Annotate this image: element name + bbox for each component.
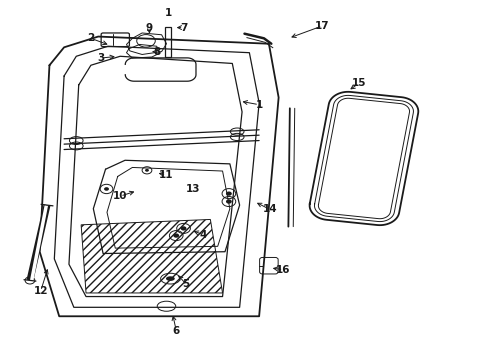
Text: 2: 2: [87, 33, 94, 43]
Text: 6: 6: [172, 325, 180, 336]
Text: 15: 15: [351, 78, 366, 88]
Circle shape: [225, 192, 231, 196]
Text: 13: 13: [185, 184, 200, 194]
Ellipse shape: [165, 276, 174, 281]
Circle shape: [145, 169, 149, 172]
Circle shape: [225, 199, 231, 204]
Text: 10: 10: [113, 191, 127, 201]
Text: 7: 7: [180, 23, 187, 33]
Circle shape: [180, 226, 186, 230]
Text: 8: 8: [153, 46, 160, 57]
Text: 3: 3: [97, 53, 104, 63]
Text: 4: 4: [199, 230, 206, 239]
Text: 14: 14: [262, 204, 277, 215]
Text: 11: 11: [159, 170, 173, 180]
Text: 17: 17: [315, 21, 329, 31]
Text: 5: 5: [182, 279, 189, 289]
Text: 1: 1: [255, 100, 262, 110]
Text: 12: 12: [33, 286, 48, 296]
Text: 16: 16: [276, 265, 290, 275]
Circle shape: [104, 187, 109, 191]
Polygon shape: [81, 220, 222, 293]
Text: 1: 1: [165, 8, 172, 18]
Circle shape: [173, 233, 179, 238]
Text: 9: 9: [145, 23, 153, 33]
